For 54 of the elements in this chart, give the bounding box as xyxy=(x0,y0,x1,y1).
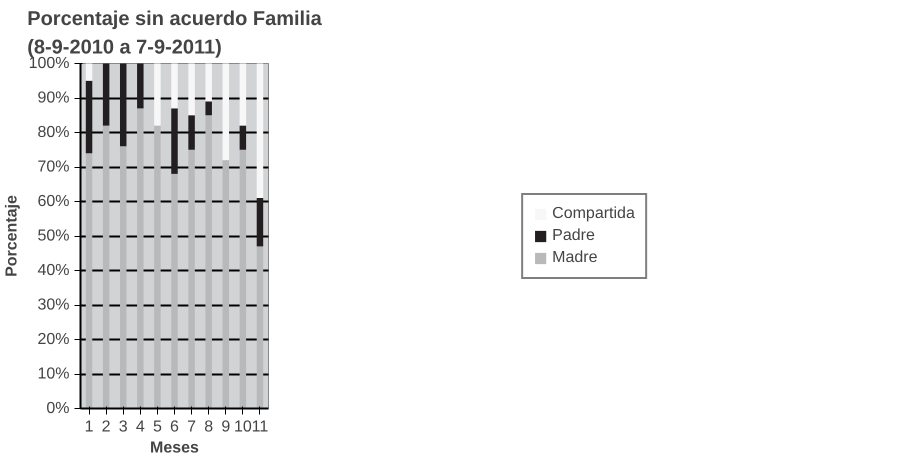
bar xyxy=(86,153,92,408)
legend-label: Madre xyxy=(552,248,598,266)
y-tick-label: 70% xyxy=(37,158,70,176)
bar xyxy=(188,150,195,408)
bar xyxy=(102,126,110,408)
bar xyxy=(154,64,161,126)
x-tick-label: 11 xyxy=(252,418,268,436)
bar xyxy=(120,146,126,408)
bar xyxy=(188,64,195,116)
bar xyxy=(256,64,264,198)
y-axis-title: Porcentaje xyxy=(4,194,21,277)
bar xyxy=(205,115,212,408)
x-tick-label: 1 xyxy=(84,418,94,436)
y-tick-label: 80% xyxy=(37,124,70,141)
y-tick-label: 90% xyxy=(37,90,70,106)
bar xyxy=(240,150,246,408)
bar xyxy=(86,64,92,81)
x-tick-label: 10 xyxy=(234,418,252,436)
bar xyxy=(256,246,264,408)
x-tick-label: 8 xyxy=(204,418,214,436)
x-tick-label: 2 xyxy=(102,418,111,436)
bar xyxy=(188,115,195,150)
bar xyxy=(205,64,212,102)
bar xyxy=(137,108,144,408)
bar xyxy=(171,174,178,408)
x-tick-label: 5 xyxy=(152,418,162,436)
x-tick-label: 6 xyxy=(170,418,180,436)
y-tick-label: 40% xyxy=(37,262,70,279)
x-tick-label: 9 xyxy=(221,418,230,436)
y-tick-label: 20% xyxy=(37,331,70,348)
y-tick-label: 60% xyxy=(37,193,70,210)
bar xyxy=(222,160,230,408)
x-axis-title: Meses xyxy=(150,440,200,456)
x-tick-label: 3 xyxy=(118,418,128,436)
bar xyxy=(240,64,246,126)
bar xyxy=(171,108,178,174)
bar xyxy=(154,126,161,408)
y-tick-label: 50% xyxy=(37,228,70,244)
bar xyxy=(171,64,178,108)
legend-label: Padre xyxy=(552,226,595,244)
bar xyxy=(240,126,246,150)
legend-label: Compartida xyxy=(552,204,635,222)
y-tick-label: 0% xyxy=(46,400,70,417)
bar xyxy=(137,64,144,108)
x-tick-label: 4 xyxy=(136,418,145,436)
bar xyxy=(120,64,126,146)
bar xyxy=(86,80,92,154)
y-tick-label: 10% xyxy=(37,366,70,382)
bar xyxy=(205,101,212,116)
x-tick-label: 7 xyxy=(187,418,196,436)
y-tick-label: 30% xyxy=(37,296,70,314)
bar xyxy=(102,64,110,126)
bar xyxy=(222,64,230,160)
bar xyxy=(256,198,264,246)
